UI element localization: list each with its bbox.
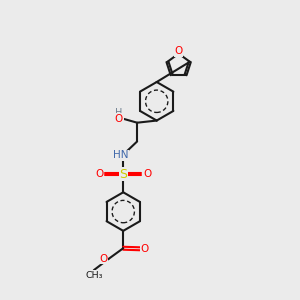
Text: O: O bbox=[175, 46, 183, 56]
Text: HN: HN bbox=[113, 150, 128, 161]
Text: CH₃: CH₃ bbox=[85, 271, 103, 280]
Text: H: H bbox=[115, 108, 123, 118]
Text: O: O bbox=[100, 254, 108, 264]
Text: O: O bbox=[143, 169, 152, 179]
Text: O: O bbox=[115, 114, 123, 124]
Text: O: O bbox=[95, 169, 103, 179]
Text: O: O bbox=[140, 244, 148, 254]
Text: S: S bbox=[119, 168, 127, 181]
